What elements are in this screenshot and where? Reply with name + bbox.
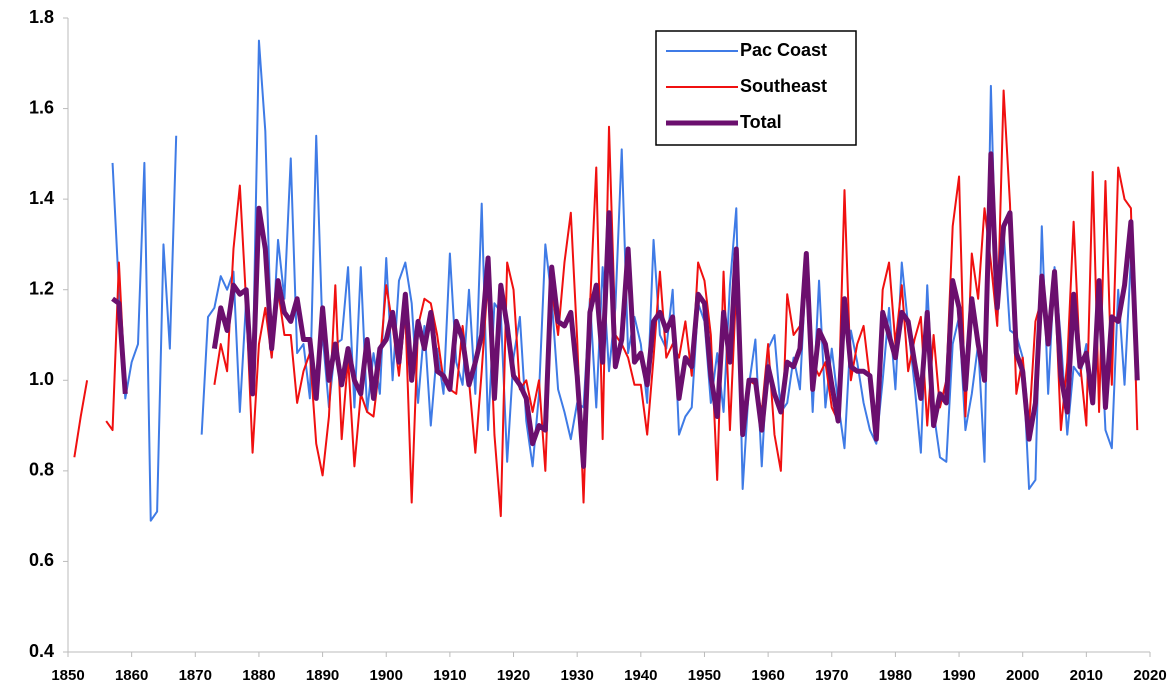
y-tick-label: 1.4 [29, 188, 54, 208]
x-tick-label: 2020 [1133, 667, 1166, 684]
y-tick-label: 0.6 [29, 550, 54, 570]
x-tick-label: 1900 [370, 667, 403, 684]
x-tick-label: 1980 [879, 667, 912, 684]
x-tick-label: 1920 [497, 667, 530, 684]
legend-label: Pac Coast [740, 40, 827, 60]
legend-label: Southeast [740, 76, 827, 96]
x-tick-label: 1990 [942, 667, 975, 684]
x-tick-label: 1970 [815, 667, 848, 684]
x-tick-label: 2010 [1070, 667, 1103, 684]
x-tick-label: 1960 [751, 667, 784, 684]
x-tick-label: 1860 [115, 667, 148, 684]
x-tick-label: 1910 [433, 667, 466, 684]
x-tick-label: 1930 [560, 667, 593, 684]
y-tick-label: 1.6 [29, 97, 54, 117]
legend-label: Total [740, 112, 782, 132]
x-tick-label: 1950 [688, 667, 721, 684]
y-tick-label: 0.4 [29, 641, 54, 661]
series-line [111, 151, 1140, 469]
x-tick-label: 1880 [242, 667, 275, 684]
x-tick-label: 2000 [1006, 667, 1039, 684]
y-tick-label: 1.2 [29, 278, 54, 298]
x-tick-label: 1870 [179, 667, 212, 684]
x-tick-label: 1890 [306, 667, 339, 684]
x-tick-label: 1850 [51, 667, 84, 684]
y-tick-label: 1.0 [29, 369, 54, 389]
y-tick-label: 0.8 [29, 460, 54, 480]
y-tick-label: 1.8 [29, 7, 54, 27]
x-tick-label: 1940 [624, 667, 657, 684]
